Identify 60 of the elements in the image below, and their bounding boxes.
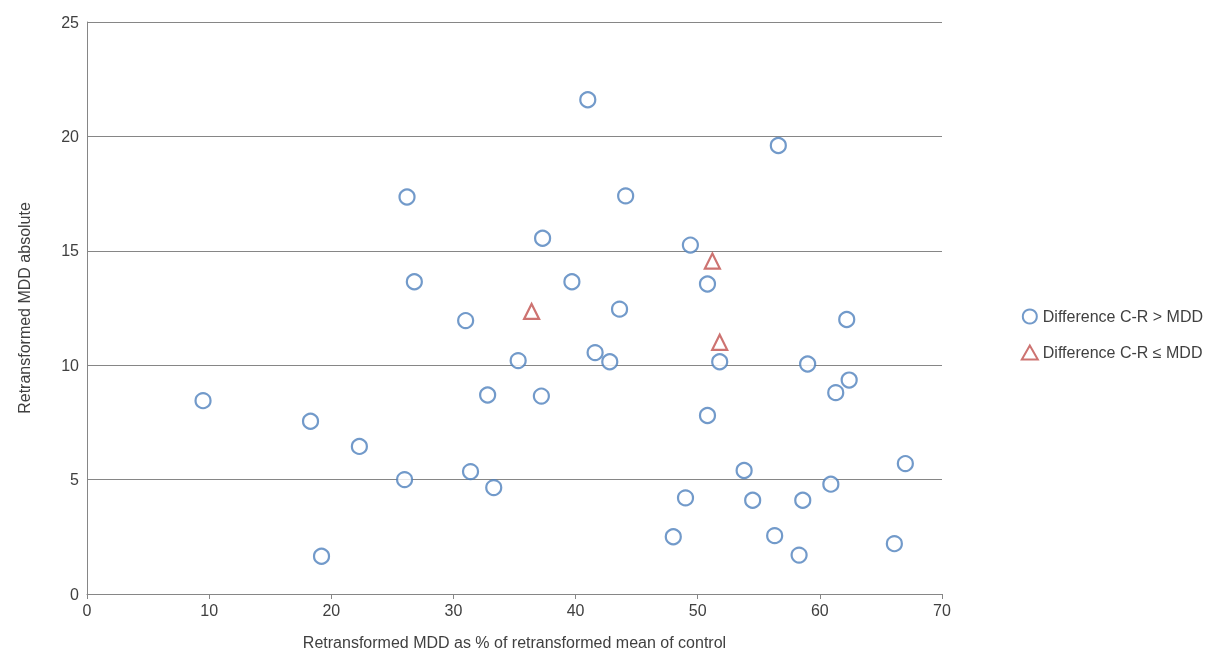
point <box>822 475 840 493</box>
x-tick-label: 50 <box>688 601 707 619</box>
y-tick-label: 25 <box>61 13 80 31</box>
x-tick-label: 40 <box>566 601 585 619</box>
y-tick-label: 20 <box>61 127 80 145</box>
point <box>766 527 784 545</box>
point <box>885 535 903 553</box>
point <box>312 547 331 565</box>
point <box>711 333 729 351</box>
point <box>735 461 753 480</box>
point <box>457 311 475 330</box>
point <box>563 273 581 291</box>
point <box>896 454 914 473</box>
point <box>698 275 717 293</box>
point <box>479 386 497 404</box>
point <box>744 491 762 509</box>
point <box>790 546 808 564</box>
point <box>461 463 480 481</box>
y-tick-label: 0 <box>70 585 80 603</box>
point <box>799 355 817 373</box>
point <box>398 188 416 206</box>
point <box>194 392 212 410</box>
point <box>676 489 695 507</box>
point <box>769 136 787 155</box>
point <box>405 273 423 291</box>
x-tick-label: 60 <box>810 601 829 619</box>
y-tick-label: 10 <box>61 356 80 374</box>
point <box>532 387 550 405</box>
point <box>523 302 541 321</box>
point <box>509 352 527 370</box>
point <box>703 252 721 270</box>
point <box>794 491 812 509</box>
point <box>664 528 682 546</box>
x-tick-label: 70 <box>933 601 951 619</box>
point <box>534 229 552 247</box>
x-tick-label: 0 <box>82 601 92 619</box>
y-axis-title: Retransformed MDD absolute <box>15 202 33 414</box>
x-tick-label: 30 <box>444 601 463 619</box>
legend-label: Difference C-R ≤ MDD <box>1042 344 1203 361</box>
x-tick-label: 20 <box>322 601 341 619</box>
point <box>395 471 414 489</box>
point <box>617 187 635 205</box>
y-tick-label: 5 <box>70 471 80 489</box>
legend-label: Difference C-R > MDD <box>1042 308 1203 325</box>
point <box>827 384 845 402</box>
point <box>579 91 597 109</box>
x-axis-title: Retransformed MDD as % of retransformed mean of control <box>302 633 727 651</box>
point <box>586 344 604 362</box>
point <box>610 300 629 318</box>
point <box>698 406 717 425</box>
point <box>485 479 503 497</box>
point <box>840 371 858 389</box>
point <box>301 412 320 430</box>
y-tick-label: 15 <box>61 242 80 260</box>
point <box>681 236 699 254</box>
point <box>350 437 368 456</box>
point <box>601 353 619 371</box>
point <box>711 353 729 371</box>
x-tick-label: 10 <box>200 601 219 619</box>
point <box>838 310 856 329</box>
